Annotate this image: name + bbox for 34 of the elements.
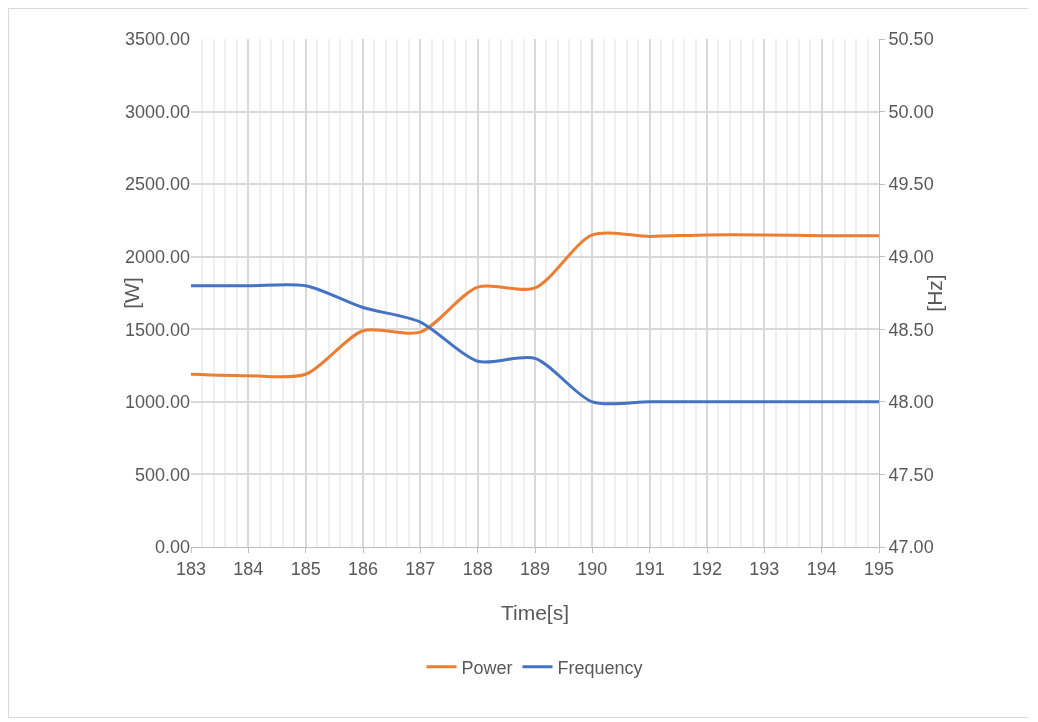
y2-tick-label: 49.00 (888, 247, 934, 268)
y-tick-label: 2500.00 (124, 174, 190, 195)
y-tick-label: 3500.00 (124, 29, 190, 50)
y-tick-label: 0.00 (154, 537, 190, 558)
y-axis-title: [W] (120, 277, 143, 309)
y-tick-label: 1000.00 (124, 392, 190, 413)
y2-tick-label: 50.00 (888, 101, 934, 122)
y-tick-label: 500.00 (134, 464, 190, 485)
x-tick-label: 188 (462, 558, 493, 579)
x-tick-label: 191 (634, 558, 665, 579)
y-tick-label: 2000.00 (124, 247, 190, 268)
x-tick-label: 189 (519, 558, 551, 579)
y-tick-label: 3000.00 (124, 101, 190, 122)
x-axis-title: Time[s] (500, 601, 570, 624)
x-tick-label: 195 (863, 558, 895, 579)
x-tick-label: 185 (290, 558, 321, 579)
y2-tick-label: 49.50 (888, 174, 934, 195)
y-tick-label: 1500.00 (124, 319, 190, 340)
x-tick-label: 186 (347, 558, 379, 579)
y2-tick-label: 48.50 (888, 319, 934, 340)
x-tick-label: 193 (749, 558, 780, 579)
x-tick-label: 183 (175, 558, 207, 579)
y2-tick-label: 50.50 (888, 29, 934, 50)
y2-tick-label: 48.00 (888, 392, 934, 413)
x-tick-label: 187 (405, 558, 436, 579)
legend-label: Frequency (557, 657, 643, 678)
x-tick-label: 194 (806, 558, 837, 579)
y2-tick-label: 47.50 (888, 464, 934, 485)
legend-label: Power (461, 657, 513, 678)
x-tick-label: 192 (691, 558, 723, 579)
x-tick-label: 184 (233, 558, 264, 579)
y2-tick-label: 47.00 (888, 537, 934, 558)
y2-axis-title: [Hz] (922, 274, 946, 312)
x-tick-label: 190 (577, 558, 608, 579)
